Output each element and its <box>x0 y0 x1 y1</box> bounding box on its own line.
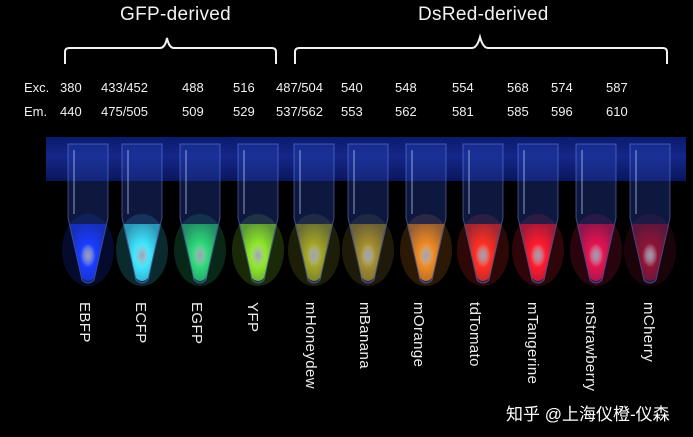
tube <box>116 143 168 286</box>
tube <box>512 143 564 286</box>
excitation-value: 380 <box>60 80 82 95</box>
tube-liquid <box>408 224 444 281</box>
emission-row-label: Em. <box>24 104 48 119</box>
protein-name: YFP <box>244 302 261 333</box>
tube <box>457 143 509 286</box>
protein-name: mTangerine <box>524 302 541 385</box>
emission-value: 562 <box>395 104 417 119</box>
excitation-value: 574 <box>551 80 573 95</box>
emission-value: 529 <box>233 104 255 119</box>
tube-rack <box>46 137 686 181</box>
gfp-bracket <box>64 37 277 64</box>
dsred-bracket <box>294 33 668 64</box>
excitation-value: 540 <box>341 80 363 95</box>
excitation-value: 487/504 <box>276 80 323 95</box>
excitation-value: 433/452 <box>101 80 148 95</box>
protein-name: tdTomato <box>466 302 483 367</box>
tube-liquid <box>70 224 106 281</box>
watermark: 知乎 @上海仪橙-仪森 <box>506 405 670 424</box>
emission-value: 581 <box>452 104 474 119</box>
gfp-derived-label: GFP-derived <box>120 4 232 25</box>
tube-liquid <box>240 224 276 281</box>
tube <box>288 143 340 286</box>
protein-name: mHoneydew <box>302 302 319 389</box>
tube-liquid <box>124 224 160 281</box>
emission-value: 596 <box>551 104 573 119</box>
emission-value: 475/505 <box>101 104 148 119</box>
excitation-value: 587 <box>606 80 628 95</box>
excitation-value: 548 <box>395 80 417 95</box>
excitation-value: 554 <box>452 80 474 95</box>
tube <box>232 143 284 286</box>
protein-name: mOrange <box>410 302 427 368</box>
emission-value: 585 <box>507 104 529 119</box>
emission-value: 610 <box>606 104 628 119</box>
tube-liquid <box>520 224 556 281</box>
tube-liquid <box>182 224 218 281</box>
protein-name: EBFP <box>76 302 93 343</box>
excitation-value: 568 <box>507 80 529 95</box>
tube <box>624 143 676 286</box>
tube-liquid <box>465 224 501 281</box>
protein-name: mCherry <box>640 302 657 363</box>
protein-name: mBanana <box>356 302 373 370</box>
tube-liquid <box>296 224 332 281</box>
excitation-value: 516 <box>233 80 255 95</box>
emission-value: 553 <box>341 104 363 119</box>
group-brackets <box>64 33 668 64</box>
tube <box>342 143 394 286</box>
tube <box>174 143 226 286</box>
tube <box>62 143 114 286</box>
tube <box>400 143 452 286</box>
protein-name: EGFP <box>188 302 205 345</box>
excitation-value: 488 <box>182 80 204 95</box>
emission-value: 440 <box>60 104 82 119</box>
protein-name: mStrawberry <box>582 302 599 392</box>
tube-liquid <box>350 224 386 281</box>
dsred-derived-label: DsRed-derived <box>418 4 549 25</box>
emission-value: 537/562 <box>276 104 323 119</box>
protein-name: ECFP <box>132 302 149 344</box>
emission-value: 509 <box>182 104 204 119</box>
excitation-row-label: Exc. <box>24 80 50 95</box>
tube-liquid <box>578 224 614 281</box>
tube-liquid <box>632 224 668 281</box>
tube <box>570 143 622 286</box>
